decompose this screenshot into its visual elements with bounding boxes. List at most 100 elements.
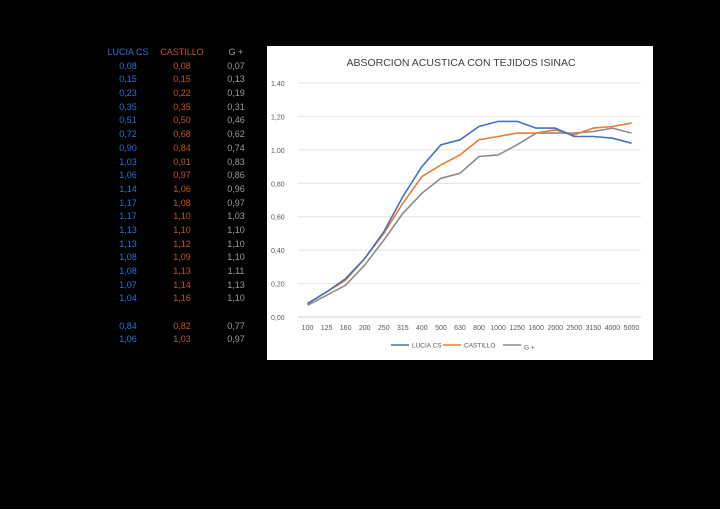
chart-panel: ABSORCION ACUSTICA CON TEJIDOS ISINAC 0,…: [267, 46, 653, 360]
table-cell: 0,91: [173, 156, 191, 167]
x-tick-label: 400: [416, 325, 428, 332]
table-column-lucia-cs: LUCIA CS 0,08 0,15 0,23 0,35 0,51 0,72 0,90 1,03…: [100, 46, 156, 347]
table-cell: 1,10: [227, 224, 245, 235]
table-cell: 1,14: [173, 279, 191, 290]
legend-label: CASTILLO: [464, 343, 495, 350]
table-cell: 1,06: [119, 334, 137, 345]
y-tick-label: 0,80: [271, 181, 285, 188]
table-header: CASTILLO: [160, 47, 204, 57]
table-cell: 1,10: [227, 293, 245, 304]
table-cell: 1,11: [227, 266, 245, 276]
line-chart: ABSORCION ACUSTICA CON TEJIDOS ISINAC 0,…: [271, 57, 641, 352]
table-cell: 0,62: [227, 129, 245, 140]
table-header: LUCIA CS: [107, 47, 149, 57]
table-column-castillo: CASTILLO 0,08 0,15 0,22 0,35 0,50 0,68 0,84 0,91…: [154, 46, 210, 347]
table-cell: 0,15: [119, 74, 137, 85]
table-cell: 1,08: [173, 197, 191, 208]
table-cell: 1,07: [119, 279, 137, 290]
table-cell: 0,97: [173, 170, 191, 181]
table-cell: 0,72: [119, 129, 137, 140]
x-tick-label: 1250: [509, 325, 525, 332]
table-cell: 0,90: [119, 142, 137, 153]
table-cell: 0,07: [227, 60, 245, 71]
x-tick-label: 100: [302, 325, 314, 332]
x-tick-label: 630: [454, 325, 466, 332]
y-tick-label: 1,40: [271, 81, 285, 88]
x-tick-label: 5000: [624, 325, 640, 332]
table-cell: 1,03: [173, 334, 191, 345]
y-tick-label: 0,60: [271, 215, 285, 222]
table-cell: 1,13: [119, 224, 137, 235]
table-cell: 0,22: [173, 88, 191, 99]
table-column-g-plus: G + 0,07 0,13 0,19 0,31 0,46 0,62 0,74 0,83 0,86 0…: [208, 46, 264, 347]
table-cell: 0,08: [119, 60, 137, 71]
table-cell: 0,46: [227, 115, 245, 126]
table-cell: 0,35: [173, 101, 191, 112]
x-tick-label: 160: [340, 325, 352, 332]
table-cell: 0,84: [173, 142, 191, 153]
table-cell: 0,13: [227, 74, 245, 85]
x-tick-label: 315: [397, 325, 409, 332]
y-tick-label: 0,40: [271, 248, 285, 255]
table-cell: 1,08: [119, 252, 137, 263]
table-cell: 1,03: [227, 211, 245, 222]
series-line-2: [307, 127, 632, 307]
table-cell: 1,10: [227, 252, 245, 263]
x-tick-label: 200: [359, 325, 371, 332]
x-tick-label: 800: [473, 325, 485, 332]
table-cell: 0,50: [173, 115, 191, 126]
table-cell: 1,17: [119, 197, 137, 208]
table-cell: 0,97: [227, 334, 245, 345]
y-tick-label: 1,00: [271, 148, 285, 155]
table-cell: 0,35: [119, 101, 137, 112]
table-cell: 0,97: [227, 197, 245, 208]
table-cell: 1,17: [119, 211, 137, 222]
y-tick-label: 0,20: [271, 282, 285, 289]
table-cell: 1,10: [173, 224, 191, 235]
table-cell: 0,23: [119, 88, 137, 99]
table-cell: [154, 306, 210, 320]
table-cell: 1,12: [173, 238, 191, 249]
y-tick-label: 1,20: [271, 114, 285, 121]
x-tick-label: 250: [378, 325, 390, 332]
x-tick-label: 2000: [547, 325, 563, 332]
table-cell: 1,13: [119, 238, 137, 249]
table-cell: 1,08: [119, 266, 137, 276]
table-cell: 0,68: [173, 129, 191, 140]
x-tick-label: 3150: [586, 325, 602, 332]
table-cell: 0,08: [173, 60, 191, 71]
x-tick-label: 500: [435, 325, 447, 332]
y-tick-label: 0,00: [271, 315, 285, 322]
table-header: G +: [228, 47, 244, 57]
x-tick-label: 4000: [605, 325, 621, 332]
x-tick-label: 1600: [528, 325, 544, 332]
table-cell: 0,19: [227, 88, 245, 99]
table-cell: 1,10: [227, 238, 245, 249]
table-cell: 1,06: [119, 170, 137, 181]
table-cell: 1,14: [119, 183, 137, 194]
table-cell: 1,10: [173, 211, 191, 222]
table-cell: 0,86: [227, 170, 245, 181]
x-tick-label: 1000: [490, 325, 506, 332]
table-cell: 1,03: [119, 156, 137, 167]
table-cell: 0,83: [227, 156, 245, 167]
table-cell: 0,82: [173, 320, 191, 331]
table-cell: 1,13: [173, 266, 191, 276]
table-cell: 0,15: [173, 74, 191, 85]
table-cell: 0,77: [227, 320, 245, 331]
table-cell: 1,04: [119, 293, 137, 304]
table-cell: 1,09: [173, 252, 191, 263]
table-cell: 0,74: [227, 142, 245, 153]
table-cell: [208, 306, 264, 320]
table-cell: 0,31: [227, 101, 245, 112]
table-cell: 0,84: [119, 320, 137, 331]
table-cell: 1,13: [227, 279, 245, 290]
table-cell: 0,96: [227, 183, 245, 194]
legend-label: G +: [524, 345, 535, 352]
table-cell: 1,16: [173, 293, 191, 304]
table-cell: 0,51: [119, 115, 137, 126]
series-line-0: [307, 120, 632, 305]
table-cell: 1,06: [173, 183, 191, 194]
x-tick-label: 2500: [567, 325, 583, 332]
legend-label: LUCIA CS: [412, 343, 442, 350]
